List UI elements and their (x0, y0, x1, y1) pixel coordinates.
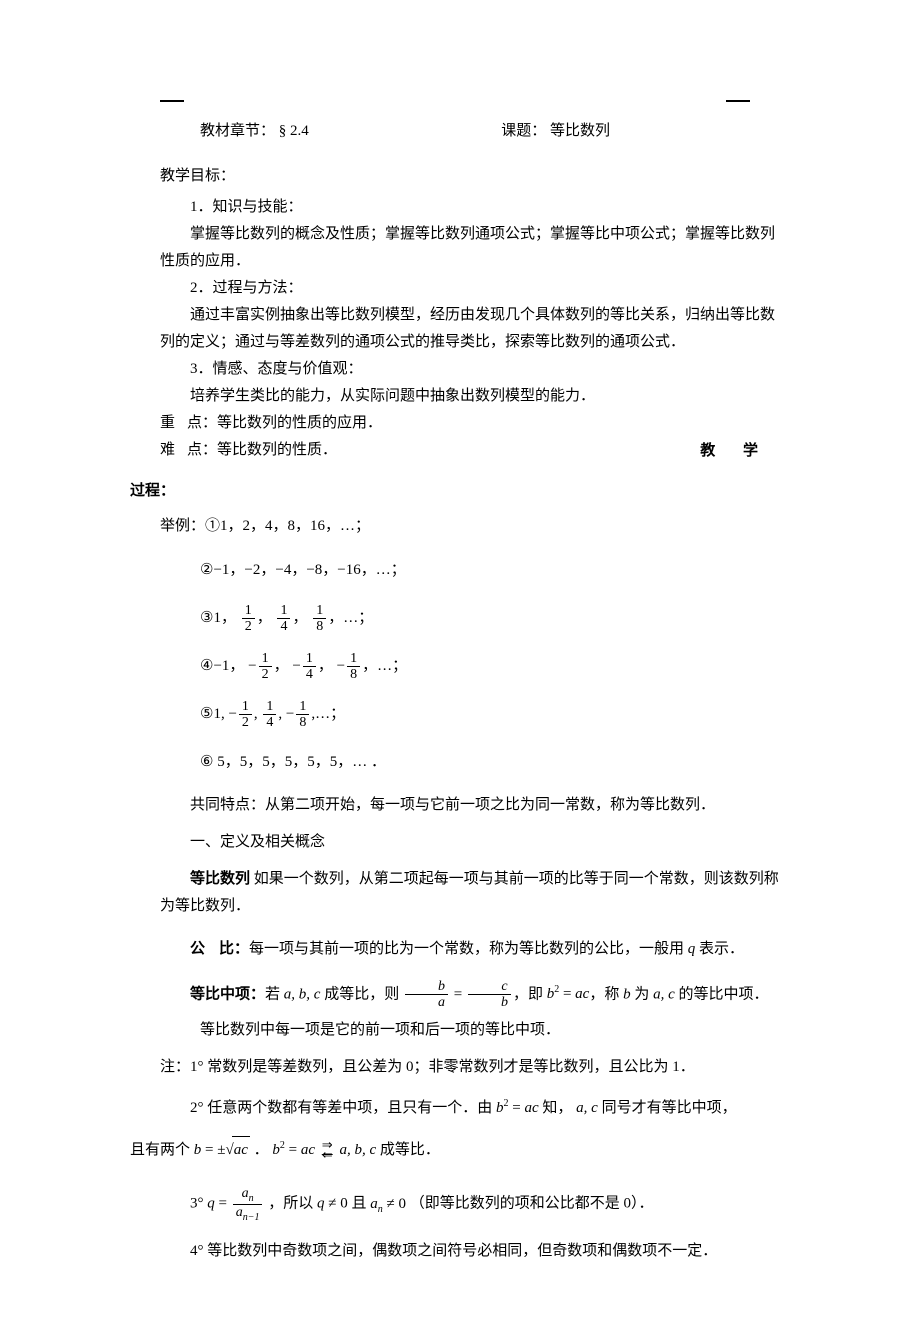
ex6: ⑥ 5，5，5，5，5，5，… ． (130, 744, 790, 780)
frac-1-4: 14 (277, 603, 290, 635)
note2: 2° 任意两个数都有等差中项，且只有一个．由 b2 = ac 知， a, c 同… (130, 1095, 790, 1122)
page-top-marks (130, 100, 790, 112)
var-ac: a, c (653, 986, 675, 1002)
b2ac: b2 = ac (547, 986, 590, 1002)
diff-label2: 点： (187, 442, 217, 458)
frac-n1-4: 14 (303, 651, 316, 683)
goal2-label: 2．过程与方法： (130, 275, 790, 302)
goals-title: 教学目标： (130, 163, 790, 190)
note3c: 且 (351, 1196, 370, 1212)
topic-value: 等比数列 (550, 123, 610, 139)
note3d: （即等比数列的项和公比都不是 0）． (410, 1196, 654, 1212)
frac-an: anan−1 (233, 1186, 263, 1223)
ex5: ⑤1, −12, 14, −18,…； (130, 696, 790, 732)
midterm-sub: 等比数列中每一项是它的前一项和后一项的等比中项． (130, 1017, 790, 1044)
note1: 1° 常数列是等差数列，且公差为 0；非零常数列才是等比数列，且公比为 1． (190, 1059, 695, 1075)
note2f: 成等比． (380, 1142, 440, 1158)
frac-b-a: ba (405, 979, 448, 1011)
ex4: ④−1， −12， −14， −18，…； (130, 648, 790, 684)
common-feature: 共同特点：从第二项开始，每一项与它前一项之比为同一常数，称为等比数列． (130, 792, 790, 819)
goal1-label: 1．知识与技能： (130, 194, 790, 221)
diff-text: 等比数列的性质． (217, 442, 337, 458)
frac-c-b: cb (468, 979, 511, 1011)
note2e: ． (254, 1142, 273, 1158)
def-label: 等比数列 (190, 871, 250, 887)
key-row: 重点：等比数列的性质的应用． (130, 410, 790, 437)
gongbi-row: 公比：每一项与其前一项的比为一个常数，称为等比数列的公比，一般用 q 表示． (130, 936, 790, 963)
mt3: ，即 (513, 986, 547, 1002)
key-label2: 点： (187, 415, 217, 431)
chapter-value: § 2.4 (279, 123, 309, 139)
mt4: ，称 (589, 986, 623, 1002)
note3a: 3° (190, 1196, 207, 1212)
gongbi-tail: 表示． (695, 941, 744, 957)
frac-n1-2: 12 (259, 651, 272, 683)
note2-line2: 且有两个 b = ±√ac ． b2 = ac ⇒⇐ a, b, c 成等比． (130, 1136, 790, 1164)
sec1-title: 一、定义及相关概念 (130, 829, 790, 856)
note2a: 2° 任意两个数都有等差中项，且只有一个．由 (190, 1100, 492, 1116)
frac5-1-8: 18 (296, 699, 309, 731)
mt2: 成等比，则 (320, 986, 403, 1002)
ex1: 举例：①1，2，4，8，16，…； (130, 513, 790, 540)
note2b: 知， (542, 1100, 572, 1116)
chapter-label: 教材章节： (200, 123, 275, 139)
midterm-row: 等比中项：若 a, b, c 成等比，则 ba = cb，即 b2 = ac，称… (130, 979, 790, 1011)
abc: a, b, c (284, 986, 321, 1002)
sqrt-ac: √ac (225, 1136, 249, 1164)
topic-label: 课题： (501, 123, 546, 139)
frac5-1-4: 14 (263, 699, 276, 731)
goal1-text: 掌握等比数列的概念及性质；掌握等比数列通项公式；掌握等比中项公式；掌握等比数列性… (130, 221, 790, 275)
teach-label: 教 学 (700, 438, 770, 465)
ac-2: a, c (576, 1100, 598, 1116)
var-b: b (623, 986, 631, 1002)
goal3-label: 3．情感、态度与价值观： (130, 356, 790, 383)
frac-1-8: 18 (313, 603, 326, 635)
note2d: 且有两个 (130, 1142, 194, 1158)
anneq: an ≠ 0 (370, 1196, 406, 1212)
note3: 3° q = anan−1 ，所以 q ≠ 0 且 an ≠ 0 （即等比数列的… (130, 1186, 790, 1223)
b2ac-2: b2 = ac (496, 1100, 539, 1116)
mt6: 的等比中项． (675, 986, 769, 1002)
ex5-prefix: ⑤1 (200, 706, 221, 722)
mt1: 若 (265, 986, 284, 1002)
key-label: 重 (160, 415, 187, 431)
abc-2: a, b, c (339, 1142, 376, 1158)
qeq: q = (207, 1196, 230, 1212)
note4: 4° 等比数列中奇数项之间，偶数项之间符号必相同，但奇数项和偶数项不一定． (130, 1238, 790, 1265)
qneq: q ≠ 0 (317, 1196, 348, 1212)
note-label: 注： (160, 1059, 190, 1075)
topic-block: 课题： 等比数列 (501, 118, 610, 145)
midterm-label: 等比中项： (190, 986, 265, 1002)
frac5-1-2: 12 (239, 699, 252, 731)
def-row: 等比数列 如果一个数列，从第二项起每一项与其前一项的比等于同一个常数，则该数列称… (130, 866, 790, 920)
process-title: 过程： (130, 478, 790, 505)
mt5: 为 (631, 986, 654, 1002)
note3b: ，所以 (268, 1196, 317, 1212)
diff-row: 难点：等比数列的性质． (130, 437, 790, 464)
eq1: = (454, 986, 466, 1002)
goal3-text: 培养学生类比的能力，从实际问题中抽象出数列模型的能力． (130, 383, 790, 410)
key-text: 等比数列的性质的应用． (217, 415, 382, 431)
ex3-prefix: ③1， (200, 610, 236, 626)
header-row: 教材章节： § 2.4 课题： 等比数列 (130, 118, 790, 145)
arrow-stack: ⇒⇐ (322, 1140, 333, 1161)
ex3: ③1， 12， 14， 18，…； (130, 600, 790, 636)
b2ac-3: b2 = ac (272, 1142, 315, 1158)
gongbi-label: 公 (190, 941, 219, 957)
def-text: 如果一个数列，从第二项起每一项与其前一项的比等于同一个常数，则该数列称为等比数列… (160, 871, 779, 914)
frac-1-2: 12 (242, 603, 255, 635)
ex4-prefix: ④−1， (200, 658, 244, 674)
diff-label: 难 (160, 442, 187, 458)
gongbi-text: 每一项与其前一项的比为一个常数，称为等比数列的公比，一般用 (249, 941, 688, 957)
chapter-block: 教材章节： § 2.4 (200, 118, 309, 145)
goal2-text: 通过丰富实例抽象出等比数列模型，经历由发现几个具体数列的等比关系，归纳出等比数列… (130, 302, 790, 356)
gongbi-label2: 比： (219, 941, 249, 957)
ex2: ②−1，−2，−4，−8，−16，…； (130, 552, 790, 588)
notes: 注：1° 常数列是等差数列，且公差为 0；非零常数列才是等比数列，且公比为 1． (130, 1054, 790, 1081)
bpm: b = ± (194, 1142, 226, 1158)
note2c: 同号才有等比中项， (602, 1100, 737, 1116)
frac-n1-8: 18 (347, 651, 360, 683)
